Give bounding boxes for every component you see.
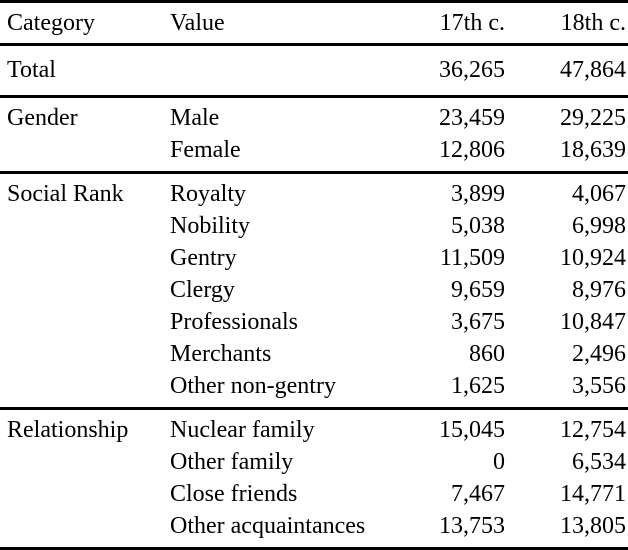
- table-row: Clergy 9,659 8,976: [0, 274, 628, 306]
- category-cell: [0, 210, 170, 242]
- count-17th-cell: 11,509: [439, 245, 505, 271]
- count-18th-cell: 18,639: [560, 137, 626, 163]
- table-row: Female 12,806 18,639: [0, 134, 628, 173]
- category-cell: [0, 306, 170, 338]
- value-cell: Nobility: [170, 213, 251, 239]
- value-cell: Close friends: [170, 481, 298, 507]
- table-section: Gender Male 23,459 29,225 Female 12,806 18,639: [0, 97, 628, 173]
- category-cell: Gender: [7, 105, 78, 131]
- category-cell: [0, 510, 170, 549]
- table-row: Professionals 3,675 10,847: [0, 306, 628, 338]
- value-cell: Clergy: [170, 277, 235, 303]
- col-header-value: Value: [170, 10, 225, 36]
- category-cell: [0, 446, 170, 478]
- col-header-category: Category: [7, 10, 95, 36]
- category-cell: [0, 274, 170, 306]
- table-row: Gender Male 23,459 29,225: [0, 97, 628, 135]
- value-cell: [170, 45, 353, 97]
- count-18th-cell: 47,864: [560, 57, 626, 83]
- count-18th-cell: 4,067: [572, 181, 626, 207]
- count-18th-cell: 10,847: [560, 309, 626, 335]
- count-17th-cell: 5,038: [451, 213, 505, 239]
- count-17th-cell: 12,806: [439, 137, 505, 163]
- value-cell: Other family: [170, 449, 294, 475]
- header-row: Category Value 17th c. 18th c.: [0, 2, 628, 45]
- count-17th-cell: 23,459: [439, 105, 505, 131]
- count-17th-cell: 0: [493, 449, 505, 475]
- value-cell: Gentry: [170, 245, 237, 271]
- table-section: Total 36,265 47,864: [0, 45, 628, 97]
- category-cell: Relationship: [7, 417, 129, 443]
- table-row: Other non-gentry 1,625 3,556: [0, 370, 628, 409]
- table-row: Total 36,265 47,864: [0, 45, 628, 97]
- count-18th-cell: 12,754: [560, 417, 626, 443]
- count-17th-cell: 13,753: [439, 513, 505, 539]
- count-18th-cell: 2,496: [572, 341, 626, 367]
- count-17th-cell: 3,899: [451, 181, 505, 207]
- category-cell: Social Rank: [7, 181, 124, 207]
- category-cell: [0, 242, 170, 274]
- table-row: Relationship Nuclear family 15,045 12,754: [0, 409, 628, 447]
- table-row: Close friends 7,467 14,771: [0, 478, 628, 510]
- value-cell: Other non-gentry: [170, 373, 336, 399]
- table-row: Gentry 11,509 10,924: [0, 242, 628, 274]
- count-17th-cell: 36,265: [439, 57, 505, 83]
- value-cell: Male: [170, 105, 220, 131]
- value-cell: Merchants: [170, 341, 272, 367]
- count-17th-cell: 860: [469, 341, 505, 367]
- value-cell: Other acquaintances: [170, 513, 366, 539]
- count-18th-cell: 29,225: [560, 105, 626, 131]
- table-header: Category Value 17th c. 18th c.: [0, 2, 628, 45]
- count-17th-cell: 1,625: [451, 373, 505, 399]
- table-row: Nobility 5,038 6,998: [0, 210, 628, 242]
- count-18th-cell: 13,805: [560, 513, 626, 539]
- count-17th-cell: 15,045: [439, 417, 505, 443]
- table-row: Social Rank Royalty 3,899 4,067: [0, 173, 628, 211]
- table-row: Merchants 860 2,496: [0, 338, 628, 370]
- count-18th-cell: 6,998: [572, 213, 626, 239]
- count-18th-cell: 10,924: [560, 245, 626, 271]
- category-cell: [0, 370, 170, 409]
- category-cell: [0, 134, 170, 173]
- col-header-17th-c: 17th c.: [439, 10, 505, 36]
- table-row: Other acquaintances 13,753 13,805: [0, 510, 628, 549]
- value-cell: Female: [170, 137, 241, 163]
- table-section: Social Rank Royalty 3,899 4,067 Nobility 5,03…: [0, 173, 628, 409]
- count-17th-cell: 3,675: [451, 309, 505, 335]
- value-cell: Professionals: [170, 309, 298, 335]
- count-17th-cell: 9,659: [451, 277, 505, 303]
- category-cell: Total: [7, 57, 56, 83]
- category-cell: [0, 478, 170, 510]
- value-cell: Royalty: [170, 181, 246, 207]
- count-18th-cell: 6,534: [572, 449, 626, 475]
- count-18th-cell: 8,976: [572, 277, 626, 303]
- table-row: Other family 0 6,534: [0, 446, 628, 478]
- count-18th-cell: 14,771: [560, 481, 626, 507]
- category-cell: [0, 338, 170, 370]
- count-17th-cell: 7,467: [451, 481, 505, 507]
- table-section: Relationship Nuclear family 15,045 12,754 Ot…: [0, 409, 628, 549]
- value-cell: Nuclear family: [170, 417, 315, 443]
- count-18th-cell: 3,556: [572, 373, 626, 399]
- col-header-18th-c: 18th c.: [560, 10, 626, 36]
